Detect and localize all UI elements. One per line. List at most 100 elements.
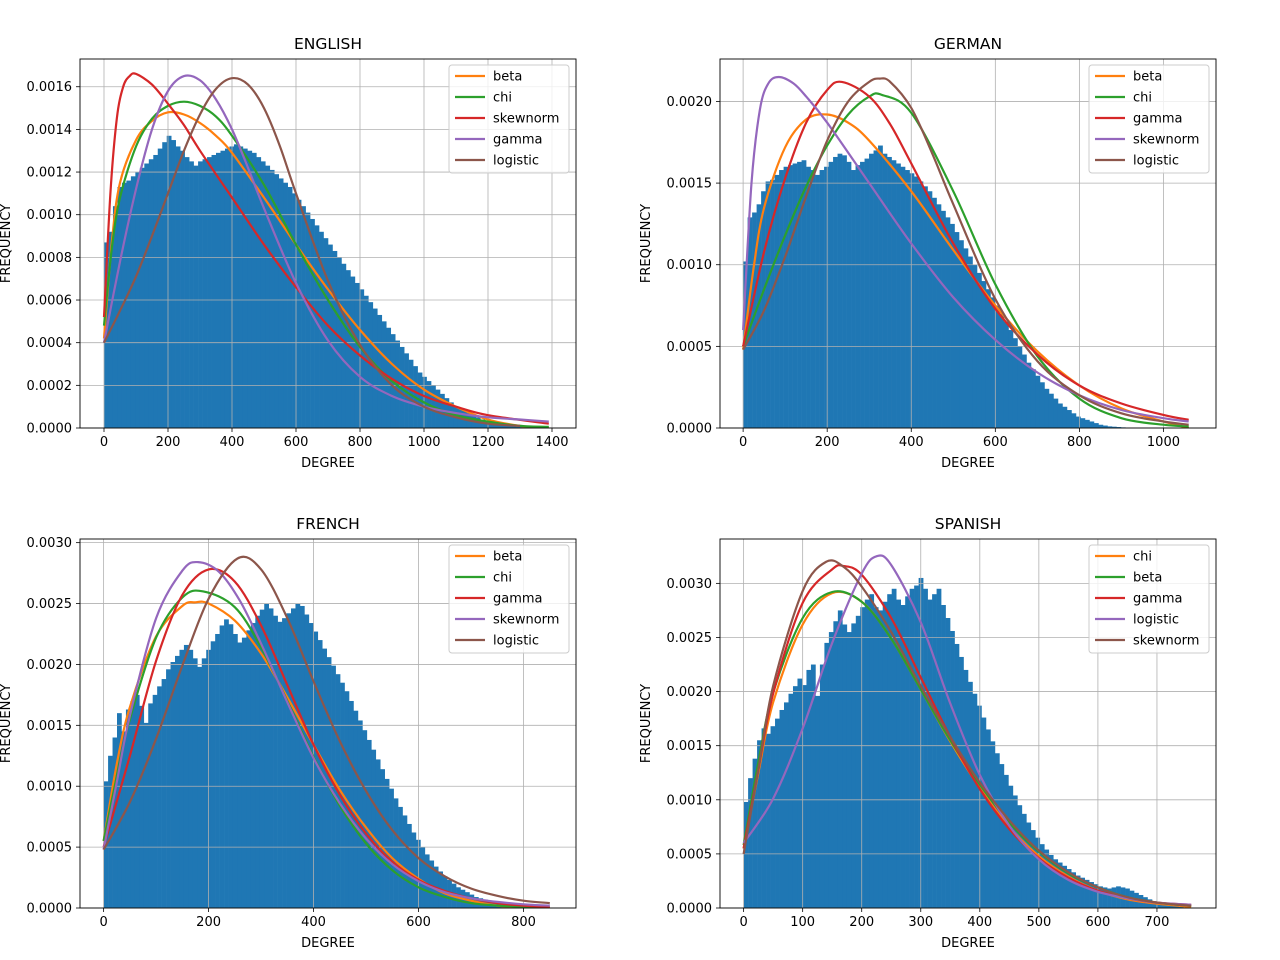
histogram-bar [1017,346,1023,428]
histogram-bar [747,217,753,428]
histogram-bar [144,163,150,428]
histogram-bar [326,657,332,908]
histogram-bar [757,740,762,908]
histogram-bar [819,170,825,428]
histogram-bar [192,658,198,908]
histogram-bar [1111,887,1117,908]
x-tick-label: 600 [406,915,431,930]
histogram-bar [882,153,888,428]
histogram-bar [900,166,906,428]
fit-curve-logistic [102,555,550,905]
histogram-bar [207,157,212,428]
histogram-bar [774,174,780,428]
histogram-bar [1021,354,1027,428]
x-tick-label: 0 [100,435,108,450]
x-tick-label: 800 [1067,435,1092,450]
y-tick-label: 0.0000 [667,902,713,917]
histogram-bar [498,424,504,428]
histogram-bar [752,758,758,908]
histogram-bar [963,248,969,428]
histogram-bar [976,272,982,428]
histogram-bar [801,685,807,908]
y-tick-label: 0.0025 [27,597,73,612]
y-tick-label: 0.0030 [27,536,73,551]
histogram-bar [283,182,288,428]
histogram-bar [484,421,490,428]
histogram-bar [756,204,762,428]
histogram-bar [1102,425,1108,428]
y-tick-label: 0.0010 [667,258,713,273]
histogram-bar [927,191,933,428]
histogram-bar [1102,887,1108,908]
histogram-bar [1111,426,1117,428]
histogram-bar [932,197,937,428]
histogram-bar [220,150,226,428]
histogram-bar [265,165,271,428]
y-tick-label: 0.0000 [667,422,713,437]
histogram-bar [959,240,964,428]
histogram-bar [121,731,127,908]
histogram-bar [1084,419,1090,428]
histogram-bar [332,250,338,428]
histogram-bar [765,181,771,428]
histogram-bar [301,206,306,428]
histogram-bar [1174,906,1180,908]
histogram-bar [779,709,785,908]
y-tick-label: 0.0010 [27,208,73,223]
y-tick-label: 0.0016 [27,80,73,95]
subplot-french: 0 200 400 600 800 0.0000 0.0005 0.0010 0.0015 0.0… [0,515,577,951]
histogram-bar [393,798,399,908]
histogram-bar [779,170,784,428]
histogram-bar [362,730,368,908]
y-tick-label: 0.0004 [27,336,73,351]
x-tick-label: 200 [196,915,221,930]
y-tick-label: 0.0012 [27,166,73,181]
fit-curve-skewnorm [102,72,549,425]
histogram-bar [954,643,960,908]
histogram-bar [255,615,261,908]
y-tick-label: 0.0010 [667,793,713,808]
histogram-bar [299,605,305,908]
histogram-bar [999,313,1005,428]
histogram-bar [806,669,812,908]
legend-label-gamma: gamma [1133,112,1183,127]
histogram-bar [193,165,199,428]
histogram-bar [815,695,821,908]
histogram-bar [792,686,798,908]
histogram-bar [420,847,426,908]
legend-label-gamma: gamma [1133,592,1183,607]
histogram-bar [277,621,283,908]
histogram-bar [1039,382,1045,428]
histogram-bar [918,181,924,428]
histogram-bar [189,161,194,428]
histogram-bar [842,624,848,908]
histogram-bar [985,729,991,908]
histogram-bars [743,145,1158,428]
x-tick-label: 1000 [1147,435,1180,450]
histogram-bar [1075,416,1081,428]
histogram-bar [806,166,811,428]
histogram-bar [354,282,360,428]
histogram-bar [905,596,910,908]
histogram-bar [389,788,394,908]
histogram-bar [184,157,190,428]
legend-label-gamma: gamma [493,592,543,607]
fit-curves [102,72,549,428]
y-tick-label: 0.0020 [667,95,713,110]
legend-label-skewnorm: skewnorm [1133,634,1199,649]
histogram-bar [287,186,293,428]
y-tick-label: 0.0025 [667,631,713,646]
histogram-bar [398,806,403,908]
histogram-bar [166,135,172,428]
histogram-bar [130,700,136,908]
histogram-bar [896,163,901,428]
histogram-bar [348,700,354,908]
histogram-bar [282,618,287,908]
axes-frame [79,538,577,909]
x-tick-label: 100 [790,915,815,930]
histogram-bar [837,153,843,428]
histogram-bar [1098,886,1103,908]
histogram-bar [896,599,901,908]
legend-label-skewnorm: skewnorm [493,613,559,628]
